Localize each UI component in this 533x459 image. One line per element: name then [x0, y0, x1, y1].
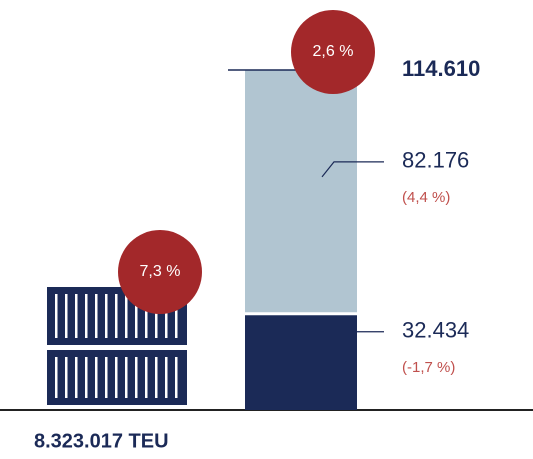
container-rib	[125, 294, 128, 338]
bar-segment	[245, 70, 357, 314]
total-change: 2,6 %	[313, 43, 354, 60]
container-rib	[175, 357, 178, 398]
segment-change: (-1,7 %)	[402, 359, 455, 376]
segment-value: 82.176	[402, 148, 469, 173]
segment-value: 32.434	[402, 318, 469, 343]
container-rib	[175, 294, 178, 338]
container-rib	[115, 294, 118, 338]
teu-change: 7,3 %	[140, 263, 181, 280]
container-rib	[75, 294, 78, 338]
container-rib	[165, 294, 168, 338]
change-badge	[118, 230, 202, 314]
container-rib	[135, 357, 138, 398]
container-rib	[155, 294, 158, 338]
container-rib	[125, 357, 128, 398]
container-rib	[165, 357, 168, 398]
container-rib	[55, 294, 58, 338]
container-rib	[85, 357, 88, 398]
container-rib	[105, 357, 108, 398]
container-rib	[95, 294, 98, 338]
container-rib	[65, 357, 68, 398]
container-rib	[85, 294, 88, 338]
container-rib	[75, 357, 78, 398]
container-rib	[95, 357, 98, 398]
container-rib	[135, 294, 138, 338]
container-rib	[145, 357, 148, 398]
container-rib	[115, 357, 118, 398]
container-rib	[145, 294, 148, 338]
teu-total: 8.323.017 TEU	[34, 430, 169, 452]
container-rib	[55, 357, 58, 398]
bar-segment	[245, 313, 357, 410]
container-rib	[155, 357, 158, 398]
container-rib	[65, 294, 68, 338]
segment-change: (4,4 %)	[402, 189, 450, 206]
leader-line	[321, 161, 384, 178]
total-value: 114.610	[402, 56, 480, 81]
container-rib	[105, 294, 108, 338]
change-badge	[291, 10, 375, 94]
